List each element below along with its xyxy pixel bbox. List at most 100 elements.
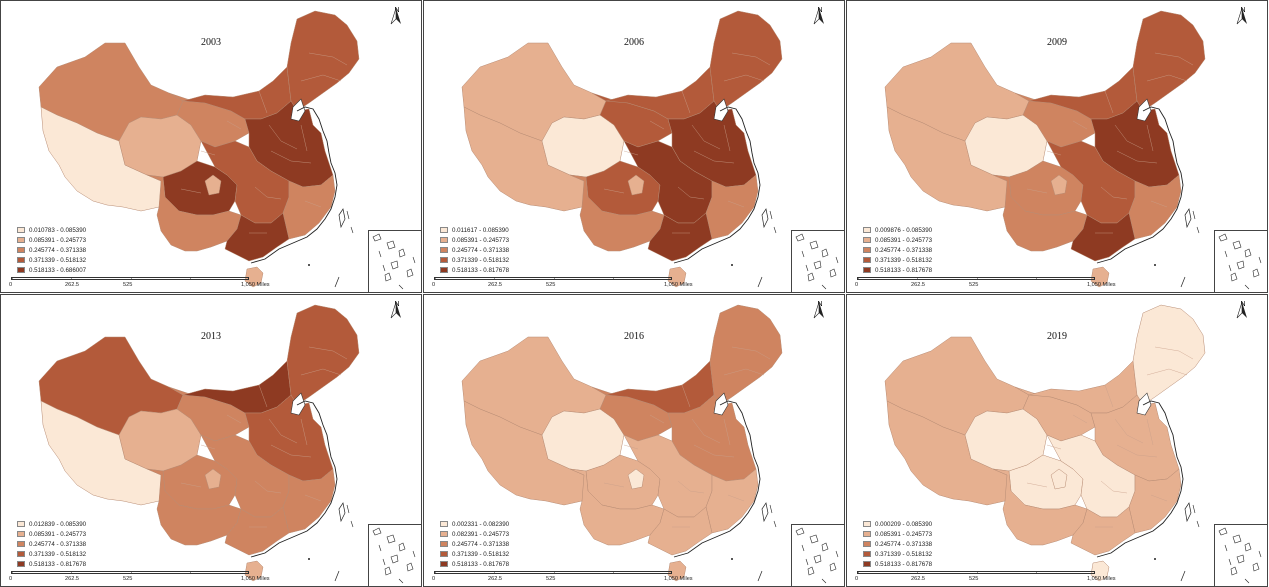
legend-item: 0.245774 - 0.371338 (17, 539, 86, 549)
scale-label: 262.5 (911, 576, 925, 582)
map-year-title: 2019 (1047, 331, 1067, 342)
province-boundary (258, 90, 268, 114)
province-boundary (723, 74, 765, 82)
legend-item: 0.085391 - 0.245773 (17, 529, 86, 539)
province-boundary (1104, 384, 1114, 408)
region-gd (224, 212, 290, 262)
province-boundary (1072, 414, 1088, 424)
region-spot (1050, 174, 1068, 196)
legend-item: 0.371339 - 0.518132 (440, 549, 509, 559)
map-panel-2009: 2009 N 0.009876 - 0.085390 0.085391 - 0.245… (846, 0, 1268, 293)
legend-label: 0.082391 - 0.245773 (452, 530, 510, 538)
legend-item: 0.012839 - 0.085390 (17, 519, 86, 529)
inset-island (398, 542, 406, 552)
region-gd (647, 506, 713, 556)
inset-island (795, 233, 805, 242)
north-label: N (394, 7, 400, 14)
region-ne (709, 304, 783, 406)
legend-item: 0.085391 - 0.245773 (863, 529, 932, 539)
region-tibet (886, 400, 1012, 506)
legend-item: 0.085391 - 0.245773 (440, 235, 509, 245)
province-boundary (723, 418, 731, 446)
legend-label: 0.371339 - 0.518132 (29, 550, 87, 558)
arrow-icon (390, 7, 401, 25)
scale-label: 1,050 Miles (241, 282, 270, 288)
legend-label: 0.010783 - 0.085390 (29, 226, 87, 234)
region-spot (204, 468, 222, 490)
legend-label: 0.518133 - 0.817678 (875, 560, 933, 568)
legend-swatch (863, 561, 871, 567)
scale-bar-graphic (857, 571, 1095, 574)
province-boundary (200, 150, 216, 156)
region-spot (204, 174, 222, 196)
inset-map (1218, 233, 1262, 290)
province-boundary (226, 414, 242, 424)
legend-item: 0.011617 - 0.085390 (440, 225, 509, 235)
province-boundary (254, 480, 282, 494)
scale-label: 262.5 (65, 576, 79, 582)
taiwan-outline (1184, 208, 1192, 229)
inset-island (386, 240, 396, 250)
scale-bar-graphic (11, 571, 249, 574)
legend-label: 0.245774 - 0.371338 (452, 540, 510, 548)
north-arrow-icon: N (1235, 301, 1251, 319)
sea-boundary-dash (1180, 570, 1186, 582)
province-boundary (731, 346, 771, 360)
taiwan-outline (761, 208, 769, 229)
province-boundary (1104, 90, 1114, 114)
sea-boundary-dash (334, 570, 340, 582)
province-boundary (623, 150, 639, 156)
south-china-sea-inset (1214, 230, 1267, 292)
province-boundary (180, 482, 202, 488)
island-dot (308, 264, 310, 266)
province-boundary (1072, 120, 1088, 130)
legend-label: 0.518133 - 0.686007 (29, 266, 87, 274)
region-spot (627, 468, 645, 490)
province-boundary (1154, 52, 1194, 66)
region-se (282, 468, 336, 534)
region-ne (286, 10, 360, 112)
inset-island (372, 233, 382, 242)
inset-island (1244, 248, 1252, 258)
nine-dash-line-top (769, 504, 777, 528)
map-legend: 0.010783 - 0.085390 0.085391 - 0.245773 0.… (17, 225, 86, 275)
arrow-icon (390, 301, 401, 319)
region-se (705, 174, 759, 240)
province-boundary (180, 188, 202, 194)
region-se (282, 174, 336, 240)
region-ne (286, 304, 360, 406)
scale-bar: 0 262.5 525 1,050 Miles (855, 277, 1116, 291)
legend-label: 0.371339 - 0.518132 (29, 256, 87, 264)
north-label: N (817, 7, 823, 14)
legend-swatch (863, 237, 871, 243)
inset-island (386, 534, 396, 544)
legend-label: 0.009876 - 0.085390 (875, 226, 933, 234)
legend-swatch (17, 237, 25, 243)
legend-swatch (863, 541, 871, 547)
inset-map (372, 233, 416, 290)
scale-bar: 0 262.5 525 1,050 Miles (432, 571, 693, 585)
map-panel-2019: 2019 N 0.000209 - 0.085390 0.085391 - 0.245… (846, 294, 1268, 587)
region-se (1128, 468, 1182, 534)
inset-island (390, 554, 399, 564)
province-boundary (308, 52, 348, 66)
province-boundary (1146, 368, 1188, 376)
legend-swatch (440, 531, 448, 537)
inset-island (821, 542, 829, 552)
north-arrow-icon: N (812, 301, 828, 319)
north-label: N (394, 301, 400, 308)
china-map (38, 10, 360, 288)
scale-label: 1,050 Miles (241, 576, 270, 582)
legend-swatch (440, 257, 448, 263)
legend-swatch (440, 561, 448, 567)
legend-label: 0.245774 - 0.371338 (29, 540, 87, 548)
legend-item: 0.371339 - 0.518132 (440, 255, 509, 265)
province-boundary (1046, 150, 1062, 156)
scale-label: 525 (969, 282, 979, 288)
coastline (1096, 400, 1184, 558)
legend-item: 0.371339 - 0.518132 (17, 255, 86, 265)
legend-label: 0.371339 - 0.518132 (452, 550, 510, 558)
province-boundary (649, 120, 665, 130)
south-china-sea-inset (368, 524, 421, 586)
map-panel-2016: 2016 N 0.002331 - 0.082390 0.082391 - 0.245… (423, 294, 845, 587)
